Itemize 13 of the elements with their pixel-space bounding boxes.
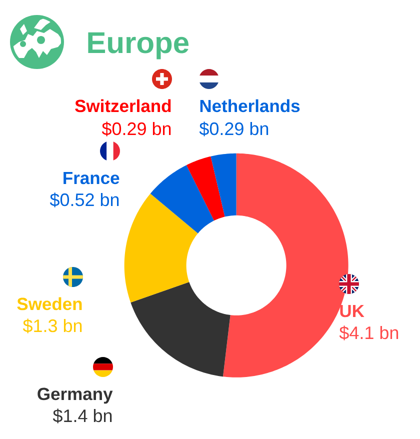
data-label: $0.52 bn <box>50 192 119 208</box>
slice-label: Netherlands <box>200 99 300 112</box>
slice-label: Sweden <box>17 297 82 310</box>
data-label: $0.29 bn <box>199 122 268 136</box>
data-label: $4.1 bn <box>339 326 398 340</box>
slice-label: France <box>64 172 120 184</box>
slice-label: UK <box>340 304 364 318</box>
data-label: $0.29 bn <box>102 122 171 136</box>
chart-title: Europe <box>88 32 189 60</box>
data-label: $1.3 bn <box>22 318 82 334</box>
data-label: $1.4 bn <box>52 408 112 424</box>
slice-label: Switzerland <box>75 99 171 112</box>
slice-label: Germany <box>38 388 113 404</box>
